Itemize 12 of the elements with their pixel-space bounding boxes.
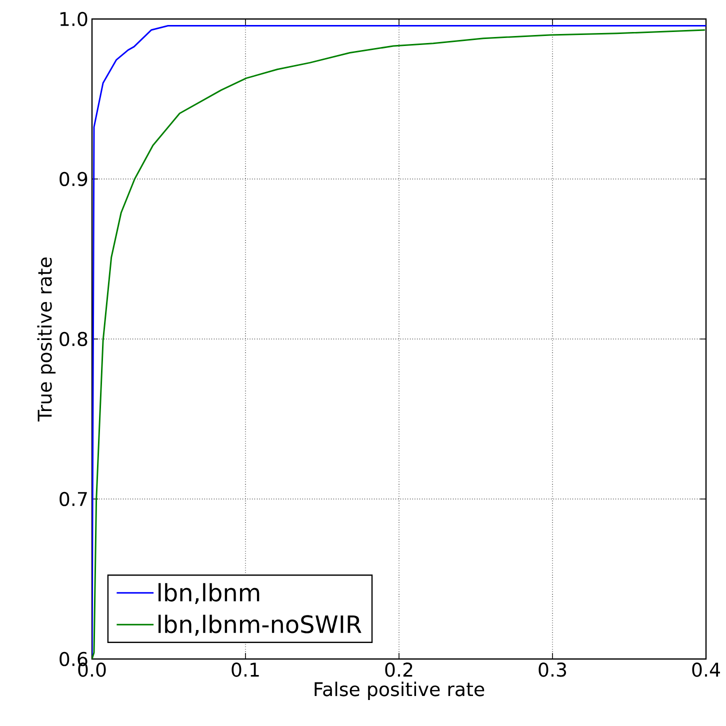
y-tick-label: 0.8 <box>60 332 88 346</box>
y-tick-label: 0.7 <box>60 492 87 506</box>
legend-label: lbn,lbnm-noSWIR <box>158 614 362 636</box>
x-tick-label: 0.3 <box>538 662 566 677</box>
x-tick-label: 0.2 <box>385 662 412 677</box>
y-tick-label: 0.9 <box>60 172 88 186</box>
x-tick-label: 0.1 <box>232 662 259 677</box>
x-axis-title: False positive rate <box>314 682 484 700</box>
legend-label: lbn,lbnm <box>158 583 260 604</box>
y-tick-label: 1.0 <box>60 12 88 26</box>
x-tick-label: 0.4 <box>692 662 720 677</box>
y-axis-title: True positive rate <box>37 258 56 422</box>
